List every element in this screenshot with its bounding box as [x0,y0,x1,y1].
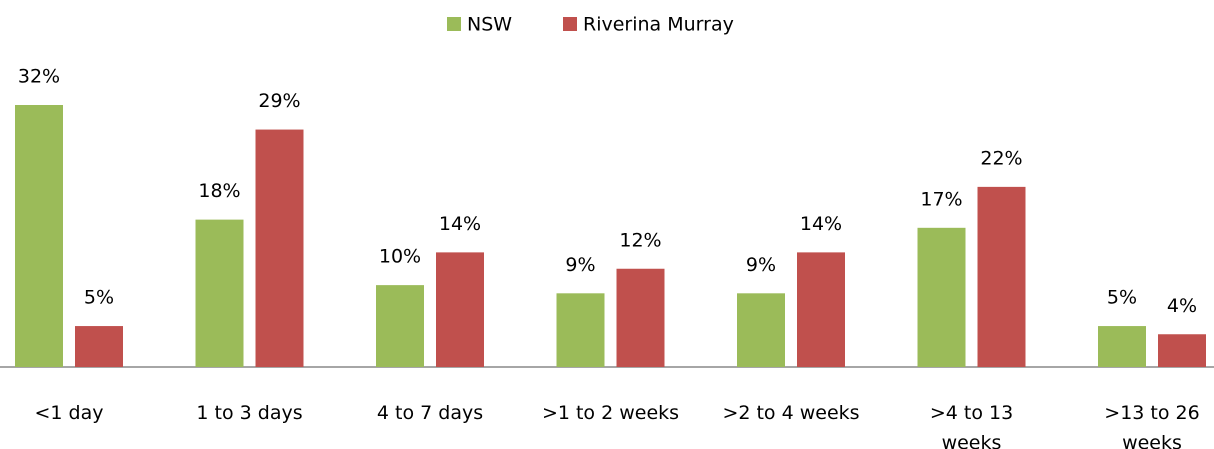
data-label: 5% [1107,287,1137,309]
legend-label: Riverina Murray [583,14,734,36]
data-label: 12% [619,229,661,251]
bar [1098,326,1146,367]
data-label: 32% [18,66,60,88]
bar [737,293,785,367]
x-tick-label: <1 day [34,402,104,424]
bar [195,219,244,367]
data-label: 17% [920,188,962,210]
x-tick-label: 4 to 7 days [376,402,484,424]
bar [797,252,845,367]
data-label: 18% [198,180,240,202]
bar [616,268,665,367]
bar [75,326,123,367]
data-label: 14% [439,213,481,235]
x-tick-label: >2 to 4 weeks [722,402,860,424]
data-label: 5% [84,287,114,309]
data-label: 22% [980,147,1022,169]
legend-label: NSW [467,14,512,36]
data-label: 4% [1167,295,1197,317]
bar [436,252,484,367]
bar [1158,334,1206,367]
bar [556,293,605,367]
legend-swatch [563,17,577,31]
x-tick-label: >1 to 2 weeks [541,402,680,424]
x-tick-label: >13 to 26 weeks [1104,402,1200,449]
bar [917,227,966,367]
bar [15,105,63,367]
data-label: 9% [565,254,595,276]
bar [376,285,424,367]
legend-swatch [447,17,461,31]
bar [977,186,1026,367]
x-tick-label: 1 to 3 days [196,402,303,424]
data-label: 14% [800,213,842,235]
data-label: 9% [746,254,776,276]
x-tick-label: >4 to 13 weeks [929,402,1014,449]
data-label: 29% [258,90,300,112]
bar [255,129,304,367]
data-label: 10% [379,246,421,268]
